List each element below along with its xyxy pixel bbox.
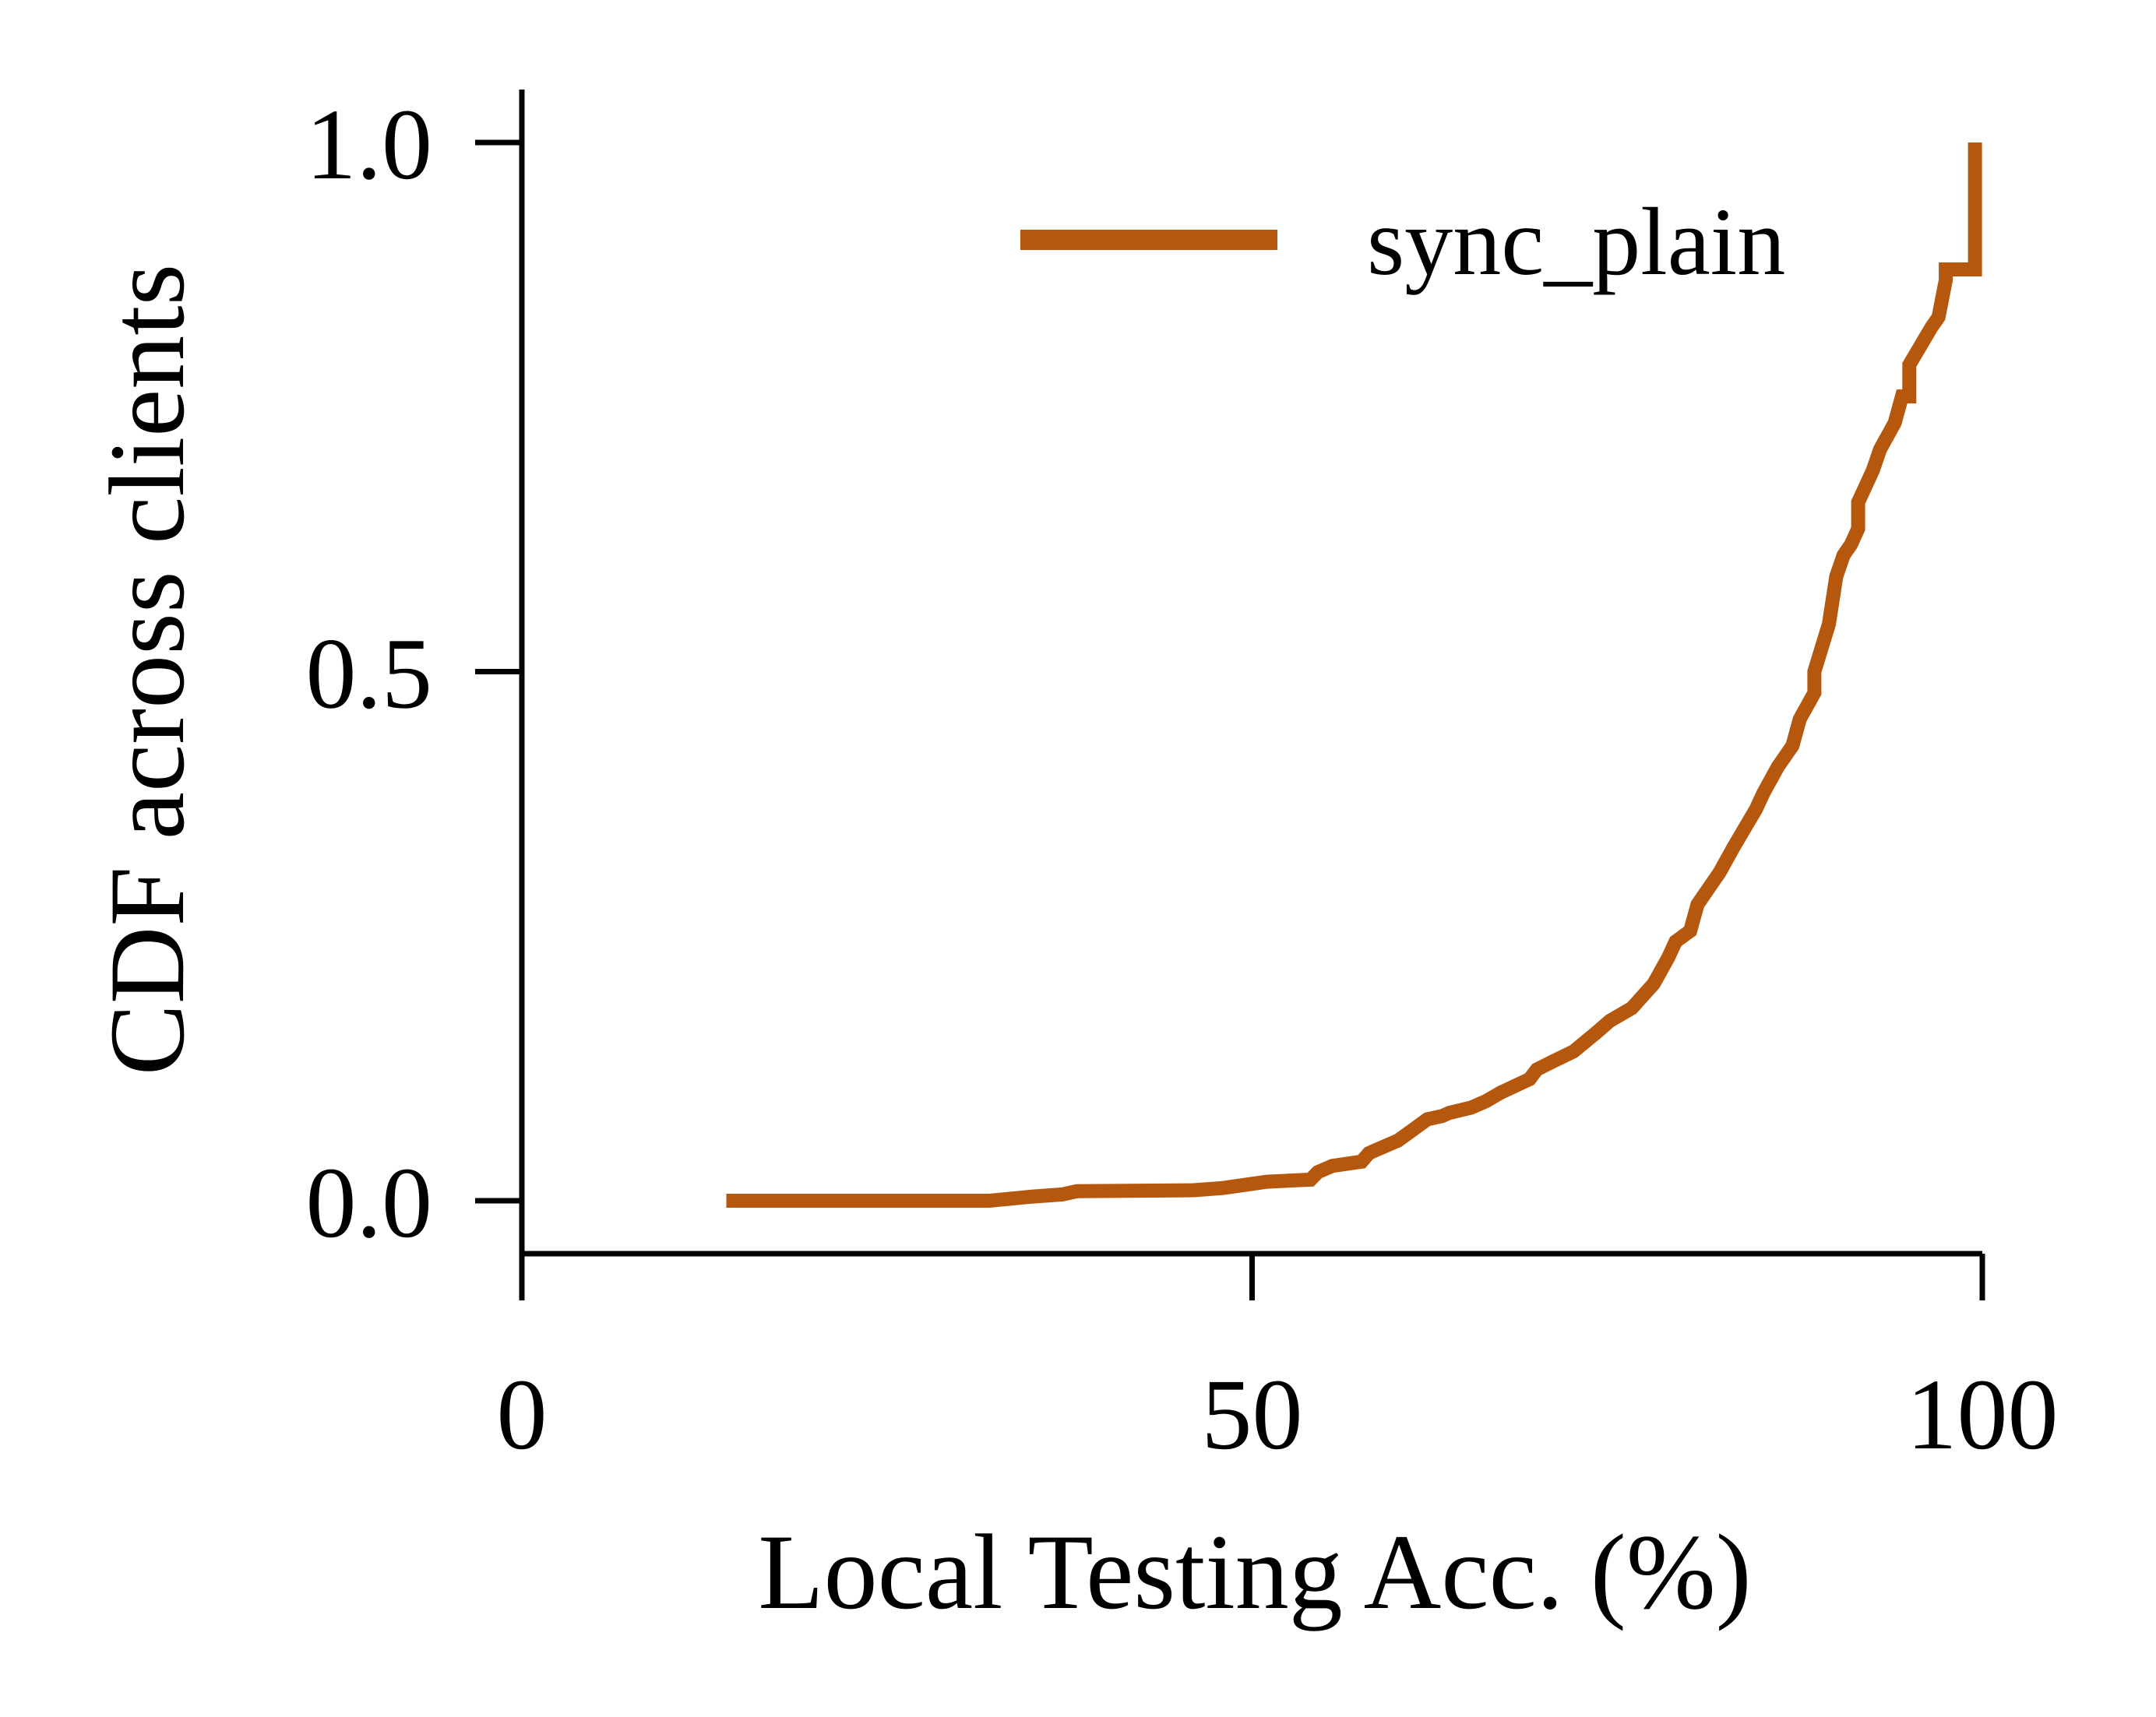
series-layer: [726, 142, 1982, 1208]
series-line-sync-plain: [726, 142, 1982, 1208]
y-tick-label: 0.5: [306, 618, 433, 730]
legend-label-sync-plain: sync_plain: [1367, 188, 1785, 295]
y-tick-label: 1.0: [306, 89, 433, 201]
ticks: 0 50 100 0.0 0.5 1.0: [306, 89, 2059, 1471]
x-axis-title: Local Testing Acc. (%): [758, 1512, 1751, 1631]
x-tick-label: 100: [1907, 1359, 2059, 1471]
y-axis-title: CDF across clients: [87, 264, 206, 1076]
x-tick-label: 50: [1202, 1359, 1303, 1471]
y-tick-label: 0.0: [306, 1147, 433, 1259]
x-tick-label: 0: [497, 1359, 548, 1471]
legend: sync_plain: [1020, 188, 1785, 295]
